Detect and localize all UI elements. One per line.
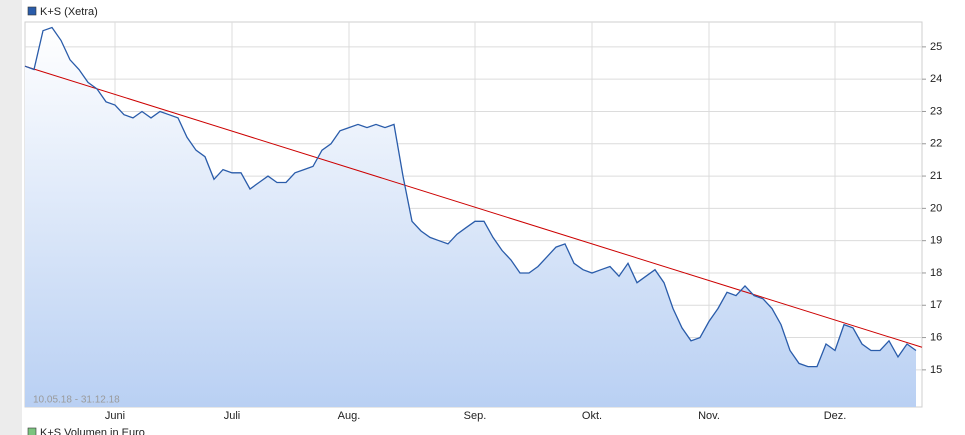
y-tick-label: 18 xyxy=(930,267,942,279)
x-tick-label: Okt. xyxy=(582,410,602,422)
x-tick-label: Sep. xyxy=(464,410,487,422)
y-tick-label: 17 xyxy=(930,299,942,311)
date-range: 10.05.18 - 31.12.18 xyxy=(33,395,120,406)
legend-label: K+S Volumen in Euro xyxy=(40,427,145,435)
x-tick-label: Aug. xyxy=(338,410,361,422)
y-tick-label: 25 xyxy=(930,41,942,53)
y-tick-label: 21 xyxy=(930,170,942,182)
x-tick-label: Nov. xyxy=(698,410,720,422)
y-tick-label: 20 xyxy=(930,202,942,214)
area xyxy=(25,27,916,407)
volume-legend: K+S Volumen in Euro xyxy=(27,427,145,435)
legend-swatch xyxy=(27,427,37,435)
legend-swatch xyxy=(27,6,37,16)
y-tick-label: 19 xyxy=(930,235,942,247)
x-tick-label: Juni xyxy=(105,410,125,422)
y-tick-label: 15 xyxy=(930,364,942,376)
y-tick-label: 23 xyxy=(930,105,942,117)
y-tick-label: 24 xyxy=(930,73,942,85)
x-tick-label: Juli xyxy=(224,410,241,422)
legend-label: K+S (Xetra) xyxy=(40,6,98,18)
y-tick-label: 22 xyxy=(930,138,942,150)
x-tick-label: Dez. xyxy=(824,410,847,422)
trend-line xyxy=(24,65,923,348)
legend: K+S (Xetra) xyxy=(27,6,98,18)
side-strip xyxy=(0,0,22,435)
y-tick-label: 16 xyxy=(930,331,942,343)
line xyxy=(24,26,917,368)
